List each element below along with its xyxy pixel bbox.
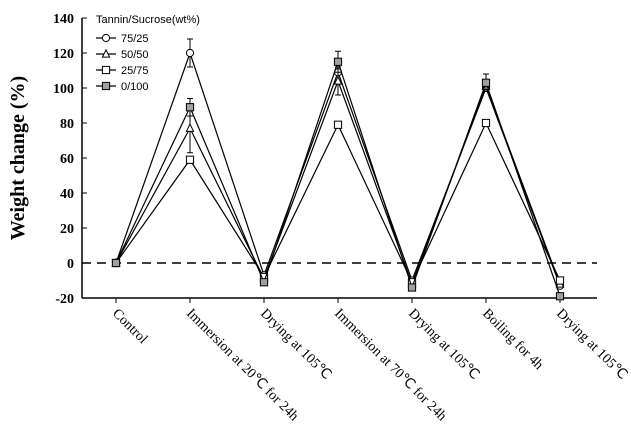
data-point — [333, 57, 343, 66]
data-point — [111, 258, 121, 268]
y-tick-label: 0 — [67, 257, 74, 272]
y-tick-label: 100 — [53, 82, 74, 97]
data-point — [259, 278, 269, 287]
y-tick-label: 140 — [53, 12, 74, 27]
y-tick-label: 40 — [60, 187, 74, 202]
legend-label: 0/100 — [121, 81, 149, 93]
series-50-50 — [111, 66, 565, 288]
series-25-75 — [111, 118, 565, 287]
y-tick-label: -20 — [55, 292, 74, 307]
series-group — [111, 38, 565, 301]
series-line — [115, 79, 561, 286]
legend-label: 75/25 — [121, 33, 149, 45]
legend-title: Tannin/Sucrose(wt%) — [96, 14, 200, 26]
legend-label: 25/75 — [121, 65, 149, 77]
legend-marker — [101, 81, 111, 91]
x-tick-label: Control — [109, 306, 150, 347]
x-tick-label: Boiling for 4h — [479, 306, 546, 373]
y-tick-label: 20 — [60, 222, 74, 237]
y-tick-label: 80 — [60, 117, 74, 132]
series-0-100 — [111, 50, 565, 301]
data-point — [407, 283, 417, 292]
x-tick-label: Drying at 105℃ — [257, 306, 334, 383]
data-point — [333, 75, 343, 85]
data-point — [555, 276, 565, 285]
data-point — [333, 120, 343, 129]
data-point — [481, 78, 491, 87]
x-tick-label: Drying at 105℃ — [553, 306, 630, 383]
y-axis-label: Weight change (%) — [7, 76, 29, 240]
legend-label: 50/50 — [121, 49, 149, 61]
y-tick-label: 120 — [53, 47, 74, 62]
legend-marker — [101, 48, 111, 58]
data-point — [185, 103, 195, 112]
legend: Tannin/Sucrose(wt%) 75/25 50/50 25/75 0/100 — [96, 14, 200, 93]
x-tick-label: Drying at 105℃ — [405, 306, 482, 383]
legend-marker — [101, 65, 111, 75]
series-line — [115, 121, 561, 284]
data-point — [185, 48, 195, 58]
series-line — [115, 59, 561, 297]
data-point — [555, 292, 565, 301]
data-point — [481, 118, 491, 128]
y-tick-label: 60 — [60, 152, 74, 167]
data-point — [185, 123, 195, 132]
data-point — [185, 155, 195, 164]
legend-marker — [101, 33, 111, 43]
